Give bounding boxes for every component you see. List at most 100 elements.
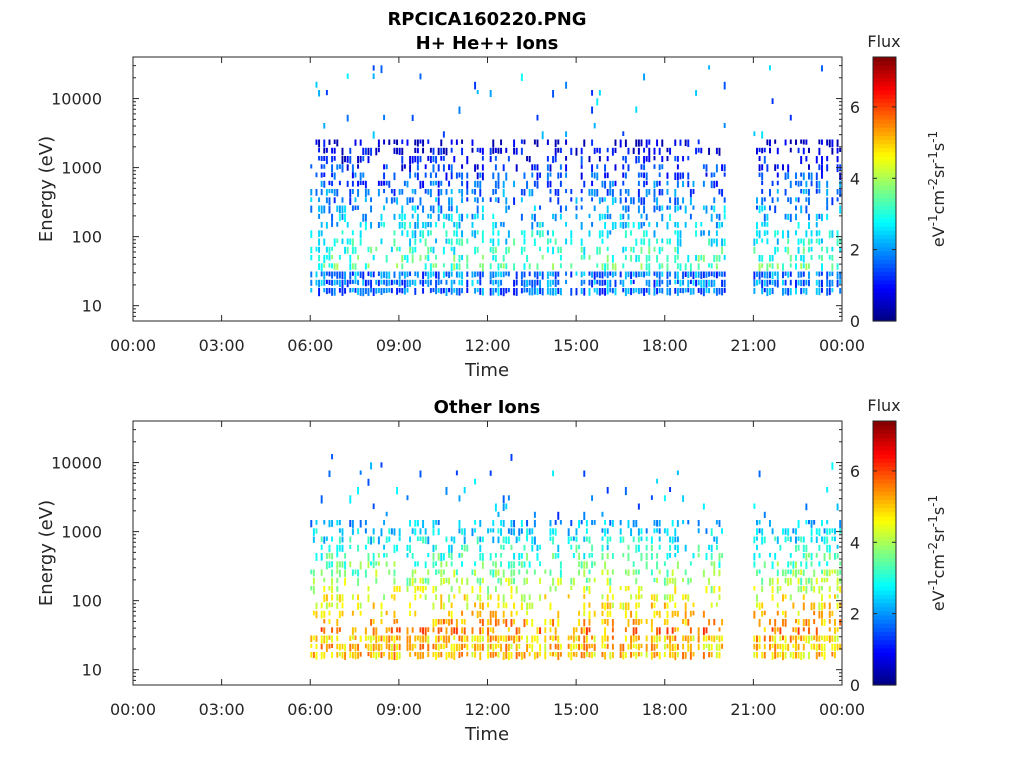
heatmap-cell [575,205,578,211]
heatmap-cell [320,180,323,187]
heatmap-cell [679,263,682,271]
heatmap-cell [414,139,417,146]
heatmap-cell [702,164,705,169]
heatmap-cell [792,627,795,632]
heatmap-cell [769,189,771,197]
heatmap-cell [622,180,625,186]
heatmap-cell [635,288,638,293]
heatmap-cell [455,627,458,635]
heatmap-cell [331,156,334,163]
heatmap-cell [795,635,797,644]
heatmap-cell [831,643,834,651]
heatmap-cell [684,205,687,214]
heatmap-cell [635,610,638,619]
heatmap-cell [583,610,586,617]
heatmap-cell [805,619,808,626]
heatmap-cell [331,652,334,659]
heatmap-cell [818,586,821,594]
heatmap-cell [492,288,495,296]
heatmap-cell [697,520,700,527]
heatmap-cell [630,610,633,618]
heatmap-cell [375,561,378,566]
heatmap-cell [419,197,422,206]
heatmap-cell [674,197,677,206]
heatmap-cell [526,255,529,262]
heatmap-cell [388,643,391,651]
colorbar-swatch [873,213,896,219]
heatmap-cell [572,652,575,657]
heatmap-cell [591,197,594,202]
heatmap-cell [510,635,513,641]
heatmap-cell [479,271,482,280]
heatmap-cell [531,164,534,171]
heatmap-cell [458,643,461,652]
heatmap-cell [580,164,583,169]
heatmap-cell [393,544,396,553]
heatmap-cell [787,197,790,202]
heatmap-cell [328,586,331,591]
heatmap-cell [359,139,362,146]
heatmap-cell [721,246,724,255]
heatmap-cell [513,561,516,568]
heatmap-cell [713,536,716,542]
heatmap-cell [520,139,523,144]
figure-title: RPCICA160220.PNG [387,9,586,30]
heatmap-cell [497,147,500,154]
heatmap-cell [593,635,596,643]
heatmap-cell [692,279,695,286]
heatmap-cell [390,528,393,535]
heatmap-cell [409,164,412,173]
colorbar-swatch [873,57,896,62]
heatmap-cell [695,255,698,261]
heatmap-cell [403,279,406,288]
heatmap-cell [528,156,531,163]
heatmap-cell [396,197,399,205]
heatmap-cell [769,279,771,285]
heatmap-cell [708,65,711,70]
heatmap-cell [808,213,810,221]
heatmap-cell [666,528,669,536]
heatmap-cell [507,230,510,238]
heatmap-cell [632,197,635,205]
heatmap-cell [769,205,771,211]
heatmap-cell [684,271,687,277]
heatmap-cell [515,536,518,543]
heatmap-cell [810,246,813,252]
heatmap-cell [393,230,396,236]
heatmap-cell [507,652,510,661]
colorbar-swatch [873,429,896,434]
colorbar-swatch [873,511,896,517]
heatmap-cell [505,205,508,214]
heatmap-cell [429,279,432,286]
heatmap-cell [575,536,578,543]
heatmap-cell [323,164,326,169]
heatmap-cell [622,246,625,253]
heatmap-cell [357,652,360,659]
heatmap-cell [489,263,492,270]
heatmap-cell [611,602,614,609]
heatmap-cell [471,189,474,194]
heatmap-cell [450,271,453,277]
heatmap-cell [684,652,687,659]
heatmap-cell [658,520,661,527]
heatmap-cell [333,238,336,247]
heatmap-cell [435,586,438,592]
heatmap-cell [682,172,685,179]
heatmap-cell [598,156,601,162]
heatmap-cell [481,156,484,161]
heatmap-cell [705,288,708,293]
heatmap-cell [591,495,594,501]
heatmap-cell [565,222,568,227]
heatmap-cell [713,180,716,189]
heatmap-cell [802,139,805,145]
heatmap-cell [323,586,326,592]
heatmap-cell [797,610,800,616]
heatmap-cell [336,553,339,558]
heatmap-cell [515,635,518,642]
heatmap-cell [637,602,640,608]
heatmap-cell [682,619,685,624]
heatmap-cell [419,470,422,478]
heatmap-cell [588,255,591,260]
heatmap-cell [367,536,370,545]
heatmap-cell [442,619,445,625]
